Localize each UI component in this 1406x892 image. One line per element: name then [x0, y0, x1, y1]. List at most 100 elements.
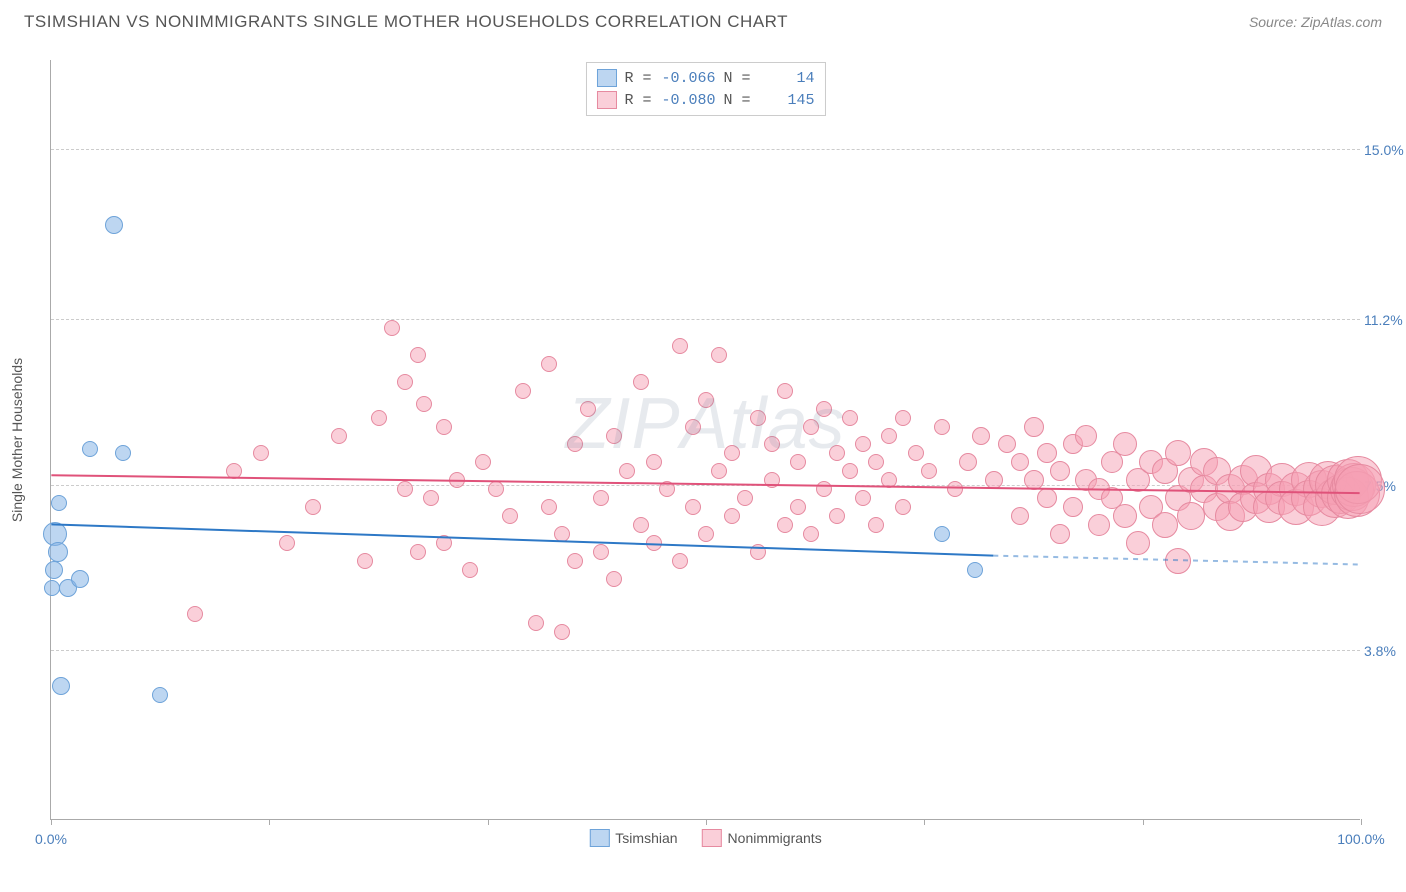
- data-point: [436, 535, 452, 551]
- data-point: [967, 562, 983, 578]
- data-point: [357, 553, 373, 569]
- data-point: [777, 517, 793, 533]
- data-point: [1011, 507, 1029, 525]
- ytick-label: 15.0%: [1364, 142, 1406, 158]
- r-label: R =: [624, 92, 651, 109]
- xtick: [1361, 819, 1362, 825]
- data-point: [659, 481, 675, 497]
- data-point: [619, 463, 635, 479]
- chart-source: Source: ZipAtlas.com: [1249, 14, 1382, 30]
- xtick: [488, 819, 489, 825]
- ytick-label: 3.8%: [1364, 643, 1406, 659]
- data-point: [567, 553, 583, 569]
- data-point: [737, 490, 753, 506]
- legend-item: Tsimshian: [589, 829, 677, 847]
- data-point: [423, 490, 439, 506]
- data-point: [371, 410, 387, 426]
- legend-swatch: [596, 69, 616, 87]
- data-point: [790, 499, 806, 515]
- data-point: [1165, 440, 1191, 466]
- data-point: [528, 615, 544, 631]
- data-point: [881, 472, 897, 488]
- data-point: [764, 472, 780, 488]
- data-point: [410, 544, 426, 560]
- gridline: 11.2%: [51, 319, 1360, 320]
- data-point: [462, 562, 478, 578]
- data-point: [1335, 464, 1385, 514]
- data-point: [416, 396, 432, 412]
- data-point: [606, 571, 622, 587]
- data-point: [1165, 548, 1191, 574]
- legend-item: Nonimmigrants: [702, 829, 822, 847]
- xtick: [51, 819, 52, 825]
- stats-legend-row: R = -0.066 N = 14: [596, 67, 814, 89]
- data-point: [567, 436, 583, 452]
- data-point: [829, 508, 845, 524]
- data-point: [698, 392, 714, 408]
- data-point: [52, 677, 70, 695]
- gridline: 7.5%: [51, 485, 1360, 486]
- data-point: [449, 472, 465, 488]
- data-point: [82, 441, 98, 457]
- data-point: [1113, 432, 1137, 456]
- data-point: [1088, 514, 1110, 536]
- data-point: [895, 499, 911, 515]
- data-point: [305, 499, 321, 515]
- data-point: [803, 419, 819, 435]
- gridline: 3.8%: [51, 650, 1360, 651]
- r-value: -0.066: [660, 70, 716, 87]
- data-point: [1050, 461, 1070, 481]
- ytick-label: 11.2%: [1364, 312, 1406, 328]
- data-point: [646, 535, 662, 551]
- data-point: [1177, 502, 1205, 530]
- data-point: [515, 383, 531, 399]
- data-point: [816, 481, 832, 497]
- data-point: [152, 687, 168, 703]
- data-point: [593, 490, 609, 506]
- data-point: [436, 419, 452, 435]
- data-point: [51, 495, 67, 511]
- data-point: [764, 436, 780, 452]
- data-point: [226, 463, 242, 479]
- data-point: [711, 347, 727, 363]
- legend-swatch: [589, 829, 609, 847]
- data-point: [1037, 443, 1057, 463]
- data-point: [868, 454, 884, 470]
- data-point: [1113, 504, 1137, 528]
- data-point: [777, 383, 793, 399]
- data-point: [475, 454, 491, 470]
- r-value: -0.080: [660, 92, 716, 109]
- data-point: [816, 401, 832, 417]
- data-point: [410, 347, 426, 363]
- legend-label: Nonimmigrants: [728, 830, 822, 846]
- data-point: [397, 481, 413, 497]
- data-point: [554, 624, 570, 640]
- chart-title: TSIMSHIAN VS NONIMMIGRANTS SINGLE MOTHER…: [24, 12, 788, 32]
- data-point: [1011, 453, 1029, 471]
- n-label: N =: [724, 92, 751, 109]
- data-point: [1024, 417, 1044, 437]
- data-point: [947, 481, 963, 497]
- data-point: [279, 535, 295, 551]
- data-point: [698, 526, 714, 542]
- legend-label: Tsimshian: [615, 830, 677, 846]
- data-point: [724, 445, 740, 461]
- data-point: [115, 445, 131, 461]
- series-legend: Tsimshian Nonimmigrants: [589, 829, 821, 847]
- data-point: [1050, 524, 1070, 544]
- data-point: [646, 454, 662, 470]
- data-point: [541, 356, 557, 372]
- data-point: [105, 216, 123, 234]
- xtick: [1143, 819, 1144, 825]
- data-point: [593, 544, 609, 560]
- data-point: [959, 453, 977, 471]
- data-point: [921, 463, 937, 479]
- data-point: [842, 463, 858, 479]
- data-point: [580, 401, 596, 417]
- xtick: [924, 819, 925, 825]
- data-point: [541, 499, 557, 515]
- data-point: [554, 526, 570, 542]
- data-point: [672, 553, 688, 569]
- data-point: [881, 428, 897, 444]
- xtick: [706, 819, 707, 825]
